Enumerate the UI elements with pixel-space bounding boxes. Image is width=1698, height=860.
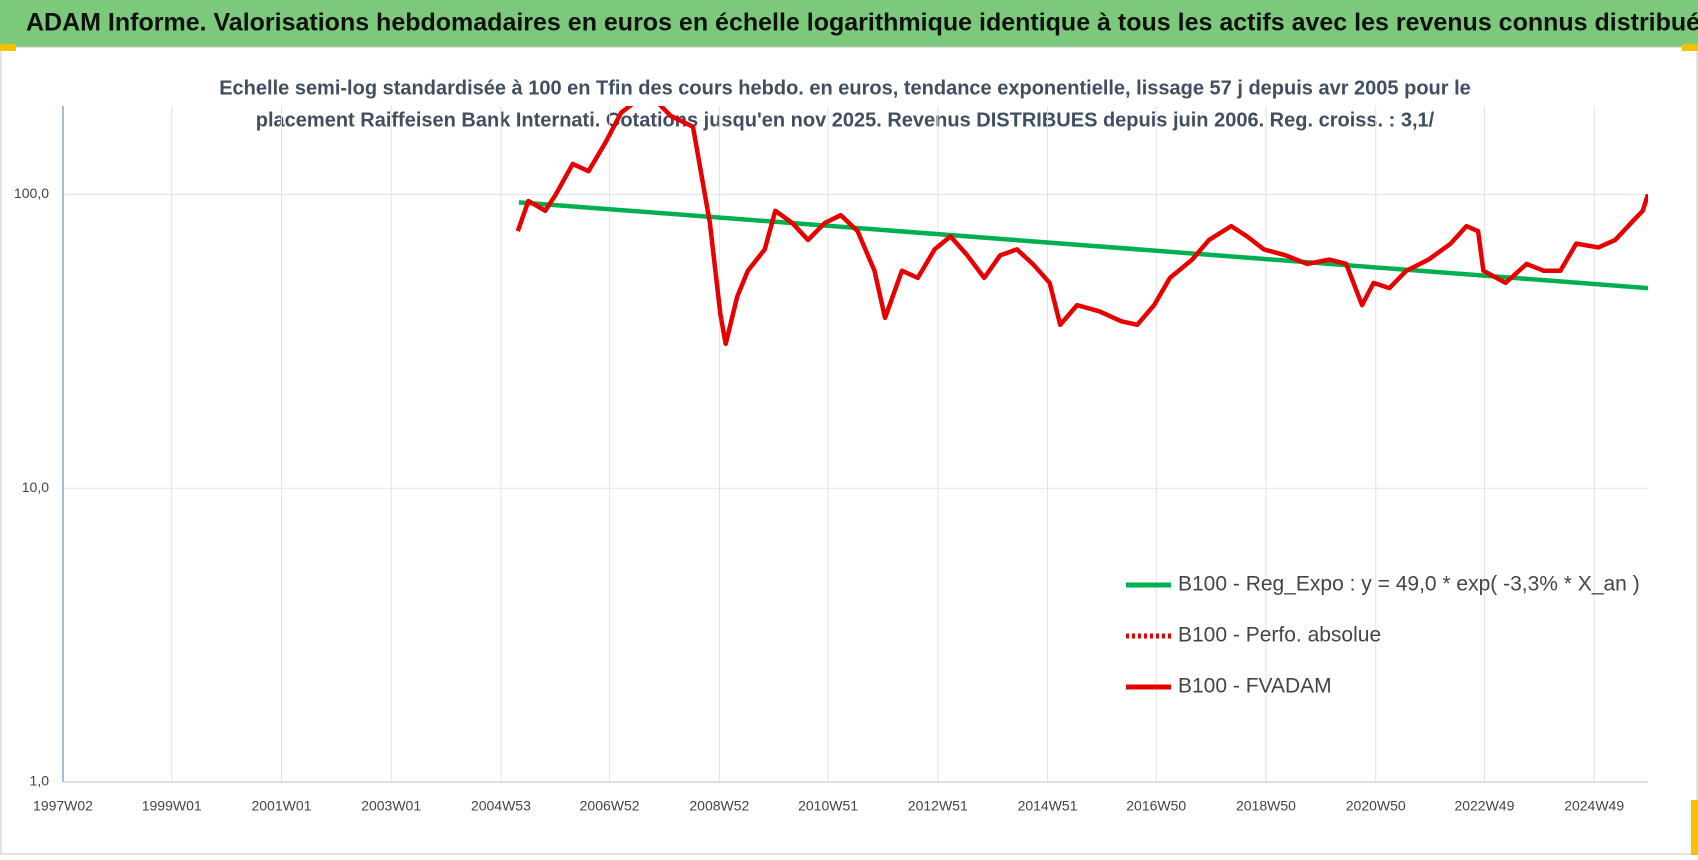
y-tick-label: 100,0: [14, 185, 49, 201]
legend-label: B100 - Perfo. absolue: [1178, 624, 1381, 647]
legend-label: B100 - FVADAM: [1178, 675, 1332, 698]
x-tick-label: 2012W51: [908, 798, 968, 814]
legend-label: B100 - Reg_Expo : y = 49,0 * exp( -3,3% …: [1178, 573, 1640, 596]
corner-mark: [0, 44, 16, 51]
y-tick-label: 1,0: [30, 773, 50, 789]
x-tick-label: 2024W49: [1564, 798, 1624, 814]
x-tick-label: 2022W49: [1454, 798, 1514, 814]
header-band: [0, 0, 1698, 47]
frame: [0, 46, 1698, 855]
corner-mark: [1691, 800, 1698, 855]
x-tick-label: 2003W01: [361, 798, 421, 814]
x-tick-label: 2018W50: [1236, 798, 1296, 814]
x-tick-label: 1999W01: [142, 798, 202, 814]
x-tick-label: 2020W50: [1346, 798, 1406, 814]
x-tick-label: 2001W01: [251, 798, 311, 814]
header-title: ADAM Informe. Valorisations hebdomadaire…: [26, 9, 1698, 37]
x-tick-label: 2014W51: [1018, 798, 1078, 814]
corner-mark: [1682, 44, 1698, 51]
plot-area: [515, 106, 1648, 347]
data-line: [515, 106, 1648, 347]
x-tick-label: 2016W50: [1126, 798, 1186, 814]
x-tick-label: 2008W52: [689, 798, 749, 814]
x-tick-label: 2010W51: [798, 798, 858, 814]
chart-title: Echelle semi-log standardisée à 100 en T…: [219, 77, 1471, 99]
x-tick-label: 2004W53: [471, 798, 531, 814]
y-tick-label: 10,0: [22, 479, 49, 495]
x-tick-label: 2006W52: [580, 798, 640, 814]
x-tick-label: 1997W02: [33, 798, 93, 814]
chart-title: placement Raiffeisen Bank Internati. Cot…: [256, 109, 1435, 131]
